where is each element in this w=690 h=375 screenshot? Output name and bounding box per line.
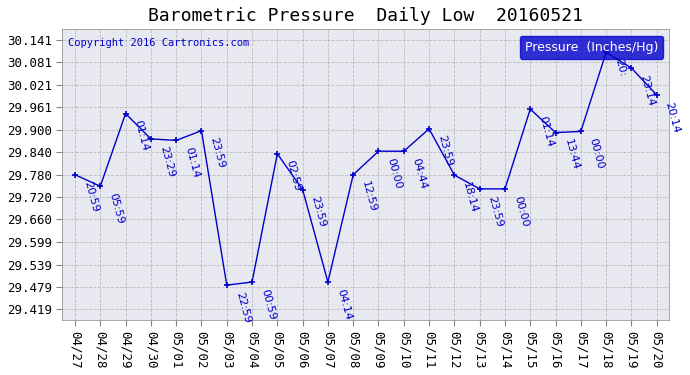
Pressure  (Inches/Hg): [653, 93, 661, 97]
Text: 13:44: 13:44: [562, 138, 580, 171]
Text: 23:59: 23:59: [486, 194, 504, 228]
Pressure  (Inches/Hg): [349, 172, 357, 177]
Pressure  (Inches/Hg): [602, 50, 610, 55]
Text: 20:14: 20:14: [664, 100, 682, 134]
Pressure  (Inches/Hg): [71, 172, 79, 177]
Text: 23:29: 23:29: [158, 144, 176, 178]
Pressure  (Inches/Hg): [248, 280, 256, 284]
Pressure  (Inches/Hg): [147, 136, 155, 141]
Pressure  (Inches/Hg): [526, 107, 534, 111]
Text: 00:00: 00:00: [588, 137, 606, 170]
Text: 23:59: 23:59: [208, 136, 226, 170]
Text: 01:14: 01:14: [538, 115, 555, 148]
Pressure  (Inches/Hg): [627, 66, 635, 70]
Text: 05:59: 05:59: [107, 192, 125, 225]
Text: 04:14: 04:14: [335, 288, 353, 321]
Pressure  (Inches/Hg): [299, 188, 307, 192]
Text: 01:14: 01:14: [183, 146, 201, 179]
Text: 04:44: 04:44: [411, 157, 428, 190]
Pressure  (Inches/Hg): [197, 129, 206, 133]
Pressure  (Inches/Hg): [551, 130, 560, 135]
Pressure  (Inches/Hg): [172, 138, 180, 142]
Text: 00:00: 00:00: [512, 194, 530, 228]
Pressure  (Inches/Hg): [475, 187, 484, 191]
Line: Pressure  (Inches/Hg): Pressure (Inches/Hg): [72, 49, 660, 288]
Pressure  (Inches/Hg): [223, 283, 231, 287]
Pressure  (Inches/Hg): [96, 184, 104, 189]
Text: 23:59: 23:59: [310, 195, 328, 228]
Text: 12:59: 12:59: [360, 180, 378, 214]
Text: 01:14: 01:14: [132, 119, 150, 152]
Text: 00:00: 00:00: [386, 157, 403, 190]
Text: 00:59: 00:59: [259, 288, 277, 321]
Pressure  (Inches/Hg): [501, 187, 509, 191]
Text: 22:59: 22:59: [234, 291, 252, 324]
Text: 20:59: 20:59: [82, 180, 100, 214]
Text: 23:59: 23:59: [436, 134, 454, 168]
Legend: Pressure  (Inches/Hg): Pressure (Inches/Hg): [520, 36, 663, 58]
Text: Copyright 2016 Cartronics.com: Copyright 2016 Cartronics.com: [68, 38, 250, 48]
Pressure  (Inches/Hg): [273, 152, 282, 156]
Pressure  (Inches/Hg): [451, 173, 459, 177]
Text: 20:: 20:: [613, 58, 627, 78]
Pressure  (Inches/Hg): [425, 127, 433, 131]
Text: 02:59: 02:59: [284, 159, 302, 193]
Pressure  (Inches/Hg): [400, 149, 408, 153]
Pressure  (Inches/Hg): [324, 280, 332, 284]
Text: 23:14: 23:14: [638, 74, 656, 107]
Pressure  (Inches/Hg): [121, 111, 130, 116]
Text: 18:14: 18:14: [462, 181, 480, 214]
Pressure  (Inches/Hg): [375, 149, 383, 153]
Title: Barometric Pressure  Daily Low  20160521: Barometric Pressure Daily Low 20160521: [148, 7, 583, 25]
Pressure  (Inches/Hg): [577, 129, 585, 134]
